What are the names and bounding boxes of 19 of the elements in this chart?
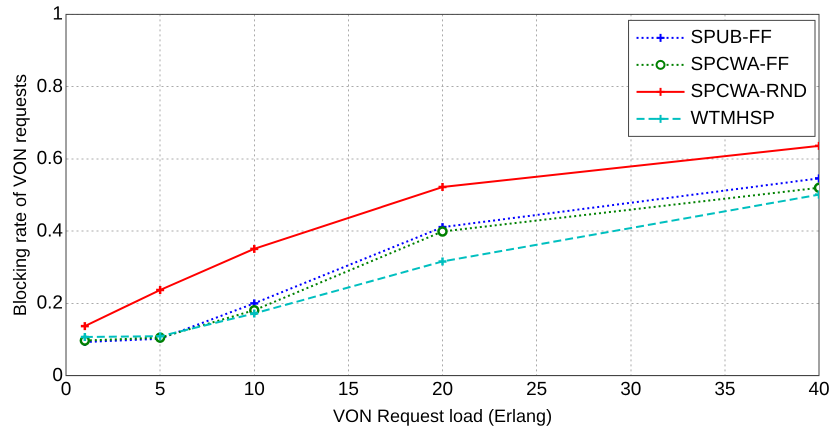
x-tick-label: 40: [808, 379, 830, 400]
y-tick-label: 0.6: [36, 148, 64, 170]
x-tick-label: 35: [714, 379, 736, 400]
y-axis-title: Blocking rate of VON requests: [10, 74, 30, 316]
y-tick-label: 1: [52, 4, 64, 25]
x-tick-label: 30: [620, 379, 642, 400]
legend-label: WTMHSP: [690, 108, 775, 130]
x-tick-label: 15: [338, 379, 359, 400]
legend-label: SPUB-FF: [690, 27, 772, 48]
x-tick-label: 25: [526, 379, 548, 400]
x-tick-label: 10: [244, 379, 265, 400]
legend-label: SPCWA-FF: [690, 54, 790, 76]
x-axis-title: VON Request load (Erlang): [332, 406, 552, 426]
y-tick-label: 0.4: [36, 220, 64, 242]
legend-label: SPCWA-RND: [690, 81, 808, 102]
y-tick-label: 0.2: [36, 292, 64, 314]
y-tick-label: 0.8: [36, 76, 64, 97]
x-tick-label: 20: [432, 379, 454, 400]
x-tick-label: 5: [154, 379, 166, 400]
